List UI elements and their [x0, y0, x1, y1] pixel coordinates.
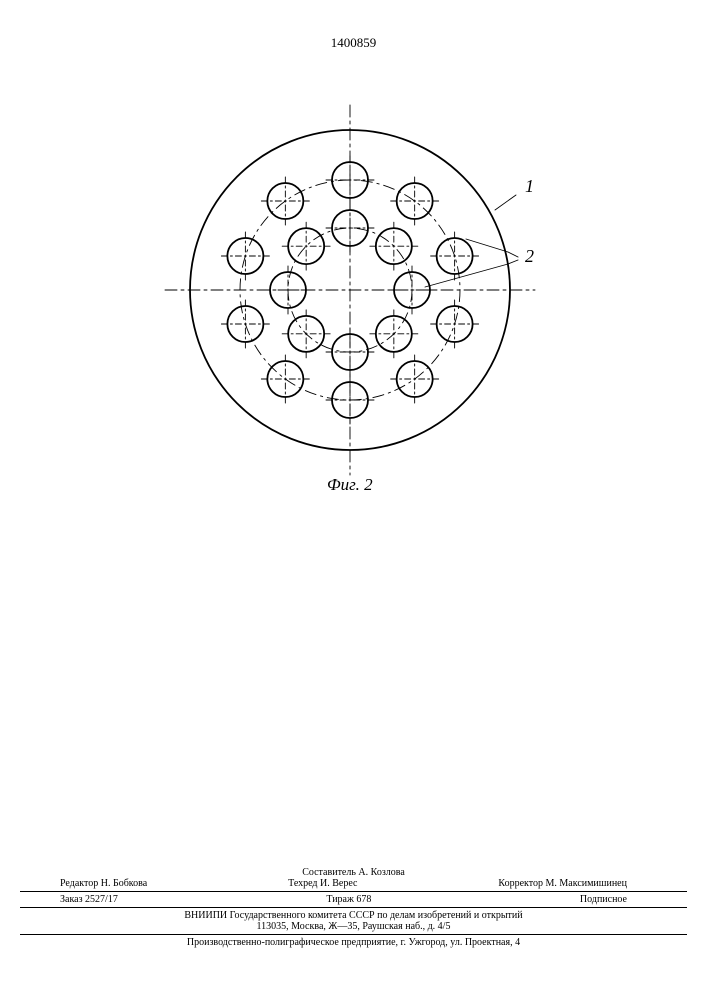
- organization-line-2: 113035, Москва, Ж—35, Раушская наб., д. …: [257, 921, 451, 932]
- figure-2: 12: [0, 0, 707, 525]
- editor: Редактор Н. Бобкова: [60, 878, 147, 889]
- svg-text:1: 1: [525, 176, 534, 196]
- imprint-block: Составитель А. Козлова Редактор Н. Бобко…: [0, 867, 707, 948]
- rule-2: [20, 907, 687, 908]
- tech-editor: Техред И. Верес: [288, 878, 357, 889]
- figure-caption: Фиг. 2: [327, 475, 373, 495]
- svg-text:2: 2: [525, 246, 534, 266]
- order-number: Заказ 2527/17: [60, 894, 118, 905]
- subscription: Подписное: [580, 894, 627, 905]
- organization-line-1: ВНИИПИ Государственного комитета СССР по…: [184, 910, 522, 921]
- tirazh: Тираж 678: [326, 894, 371, 905]
- author-label: Составитель А. Козлова: [302, 867, 405, 878]
- rule-1: [20, 891, 687, 892]
- printer-line: Производственно-полиграфическое предприя…: [187, 937, 520, 948]
- corrector: Корректор М. Максимишинец: [498, 878, 627, 889]
- rule-3: [20, 934, 687, 935]
